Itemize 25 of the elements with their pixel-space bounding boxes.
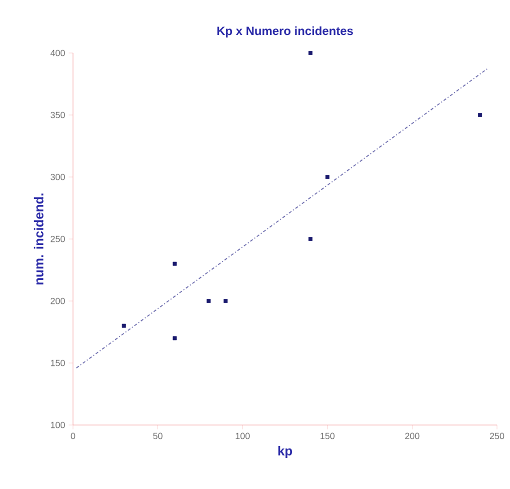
- x-tick-label: 250: [490, 432, 504, 440]
- point: [478, 113, 482, 117]
- x-tick-label: 150: [320, 432, 335, 440]
- chart-title: Kp x Numero incidentes: [217, 26, 353, 38]
- point: [308, 237, 312, 241]
- x-tick-label: 200: [405, 432, 420, 440]
- y-tick-label: 350: [50, 112, 65, 118]
- y-tick-label: 150: [50, 360, 65, 366]
- x-tick-label: 50: [153, 432, 162, 440]
- point: [224, 299, 228, 303]
- point: [206, 299, 211, 303]
- y-axis-title: num. incidend.: [34, 194, 44, 284]
- point: [122, 324, 126, 328]
- y-tick-label: 400: [50, 50, 65, 56]
- x-tick-label: 100: [236, 432, 250, 440]
- point: [308, 51, 312, 55]
- x-tick-label: 0: [70, 432, 76, 440]
- y-tick-label: 250: [50, 236, 65, 242]
- point: [172, 262, 177, 266]
- x-axis-title: kp: [278, 446, 292, 458]
- point: [172, 336, 177, 340]
- y-tick-label: 100: [50, 422, 65, 428]
- y-tick-label: 300: [50, 174, 65, 180]
- point: [325, 175, 330, 179]
- y-tick-label: 200: [50, 298, 65, 304]
